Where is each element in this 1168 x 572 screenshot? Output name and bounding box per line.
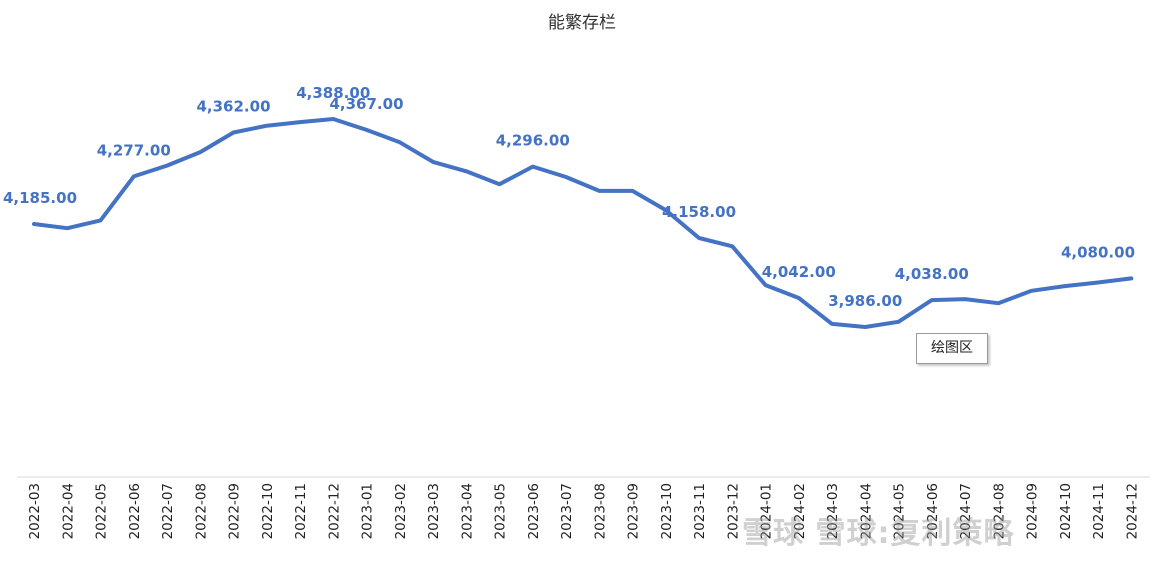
x-tick-label: 2022-07 (160, 483, 176, 539)
x-tick-label: 2022-06 (127, 483, 143, 539)
x-tick-label: 2023-06 (526, 483, 542, 539)
x-tick-label: 2023-04 (459, 483, 475, 539)
chart-title: 能繁存栏 (548, 13, 616, 33)
data-label: 4,367.00 (329, 95, 403, 113)
x-tick-label: 2023-11 (692, 483, 708, 539)
x-tick-label: 2022-05 (94, 483, 110, 539)
x-tick-label: 2023-01 (360, 483, 376, 539)
x-tick-label: 2022-04 (60, 483, 76, 539)
x-tick-label: 2024-04 (858, 483, 874, 539)
data-label: 4,038.00 (895, 265, 969, 283)
data-label: 4,185.00 (3, 189, 77, 207)
x-tick-label: 2023-10 (659, 483, 675, 539)
x-tick-label: 2024-01 (759, 483, 775, 539)
x-tick-label: 2024-11 (1091, 483, 1107, 539)
data-label: 4,080.00 (1061, 243, 1135, 261)
plot-area-tooltip: 绘图区 (916, 333, 988, 364)
x-axis-ticks: 2022-03 2022-04 2022-05 2022-06 2022-07 2022-… (27, 483, 1140, 539)
drop-lines (32, 117, 1133, 457)
x-tick-label: 2023-02 (393, 483, 409, 539)
x-tick-label: 2023-12 (725, 483, 741, 539)
x-tick-label: 2024-12 (1124, 483, 1140, 539)
x-tick-label: 2023-09 (626, 483, 642, 539)
x-tick-label: 2022-03 (27, 483, 43, 539)
x-tick-label: 2024-10 (1058, 483, 1074, 539)
x-tick-label: 2024-08 (991, 483, 1007, 539)
x-tick-label: 2022-10 (260, 483, 276, 539)
x-tick-label: 2022-12 (326, 483, 342, 539)
data-label: 4,042.00 (762, 263, 836, 281)
x-tick-label: 2022-11 (293, 483, 309, 539)
x-tick-label: 2023-08 (592, 483, 608, 539)
data-labels: 4,185.00 4,277.00 4,362.00 4,388.004,367.00… (3, 84, 1135, 310)
x-tick-label: 2024-06 (925, 483, 941, 539)
x-tick-label: 2023-07 (559, 483, 575, 539)
x-tick-label: 2023-03 (426, 483, 442, 539)
x-tick-label: 2024-07 (958, 483, 974, 539)
data-label: 4,296.00 (496, 132, 570, 150)
data-label: 4,158.00 (662, 203, 736, 221)
x-tick-label: 2024-02 (792, 483, 808, 539)
x-tick-label: 2023-05 (493, 483, 509, 539)
data-label: 4,277.00 (97, 141, 171, 159)
watermark: 雪球 雪球:复利策略 (742, 516, 1015, 551)
data-label: 4,388.00 (296, 84, 370, 102)
data-label: 3,986.00 (828, 292, 902, 310)
x-tick-label: 2022-09 (227, 483, 243, 539)
x-tick-label: 2022-08 (193, 483, 209, 539)
x-tick-label: 2024-05 (892, 483, 908, 539)
data-label: 4,362.00 (196, 97, 270, 115)
series-line (32, 117, 1134, 329)
x-tick-label: 2024-03 (825, 483, 841, 539)
x-tick-label: 2024-09 (1025, 483, 1041, 539)
